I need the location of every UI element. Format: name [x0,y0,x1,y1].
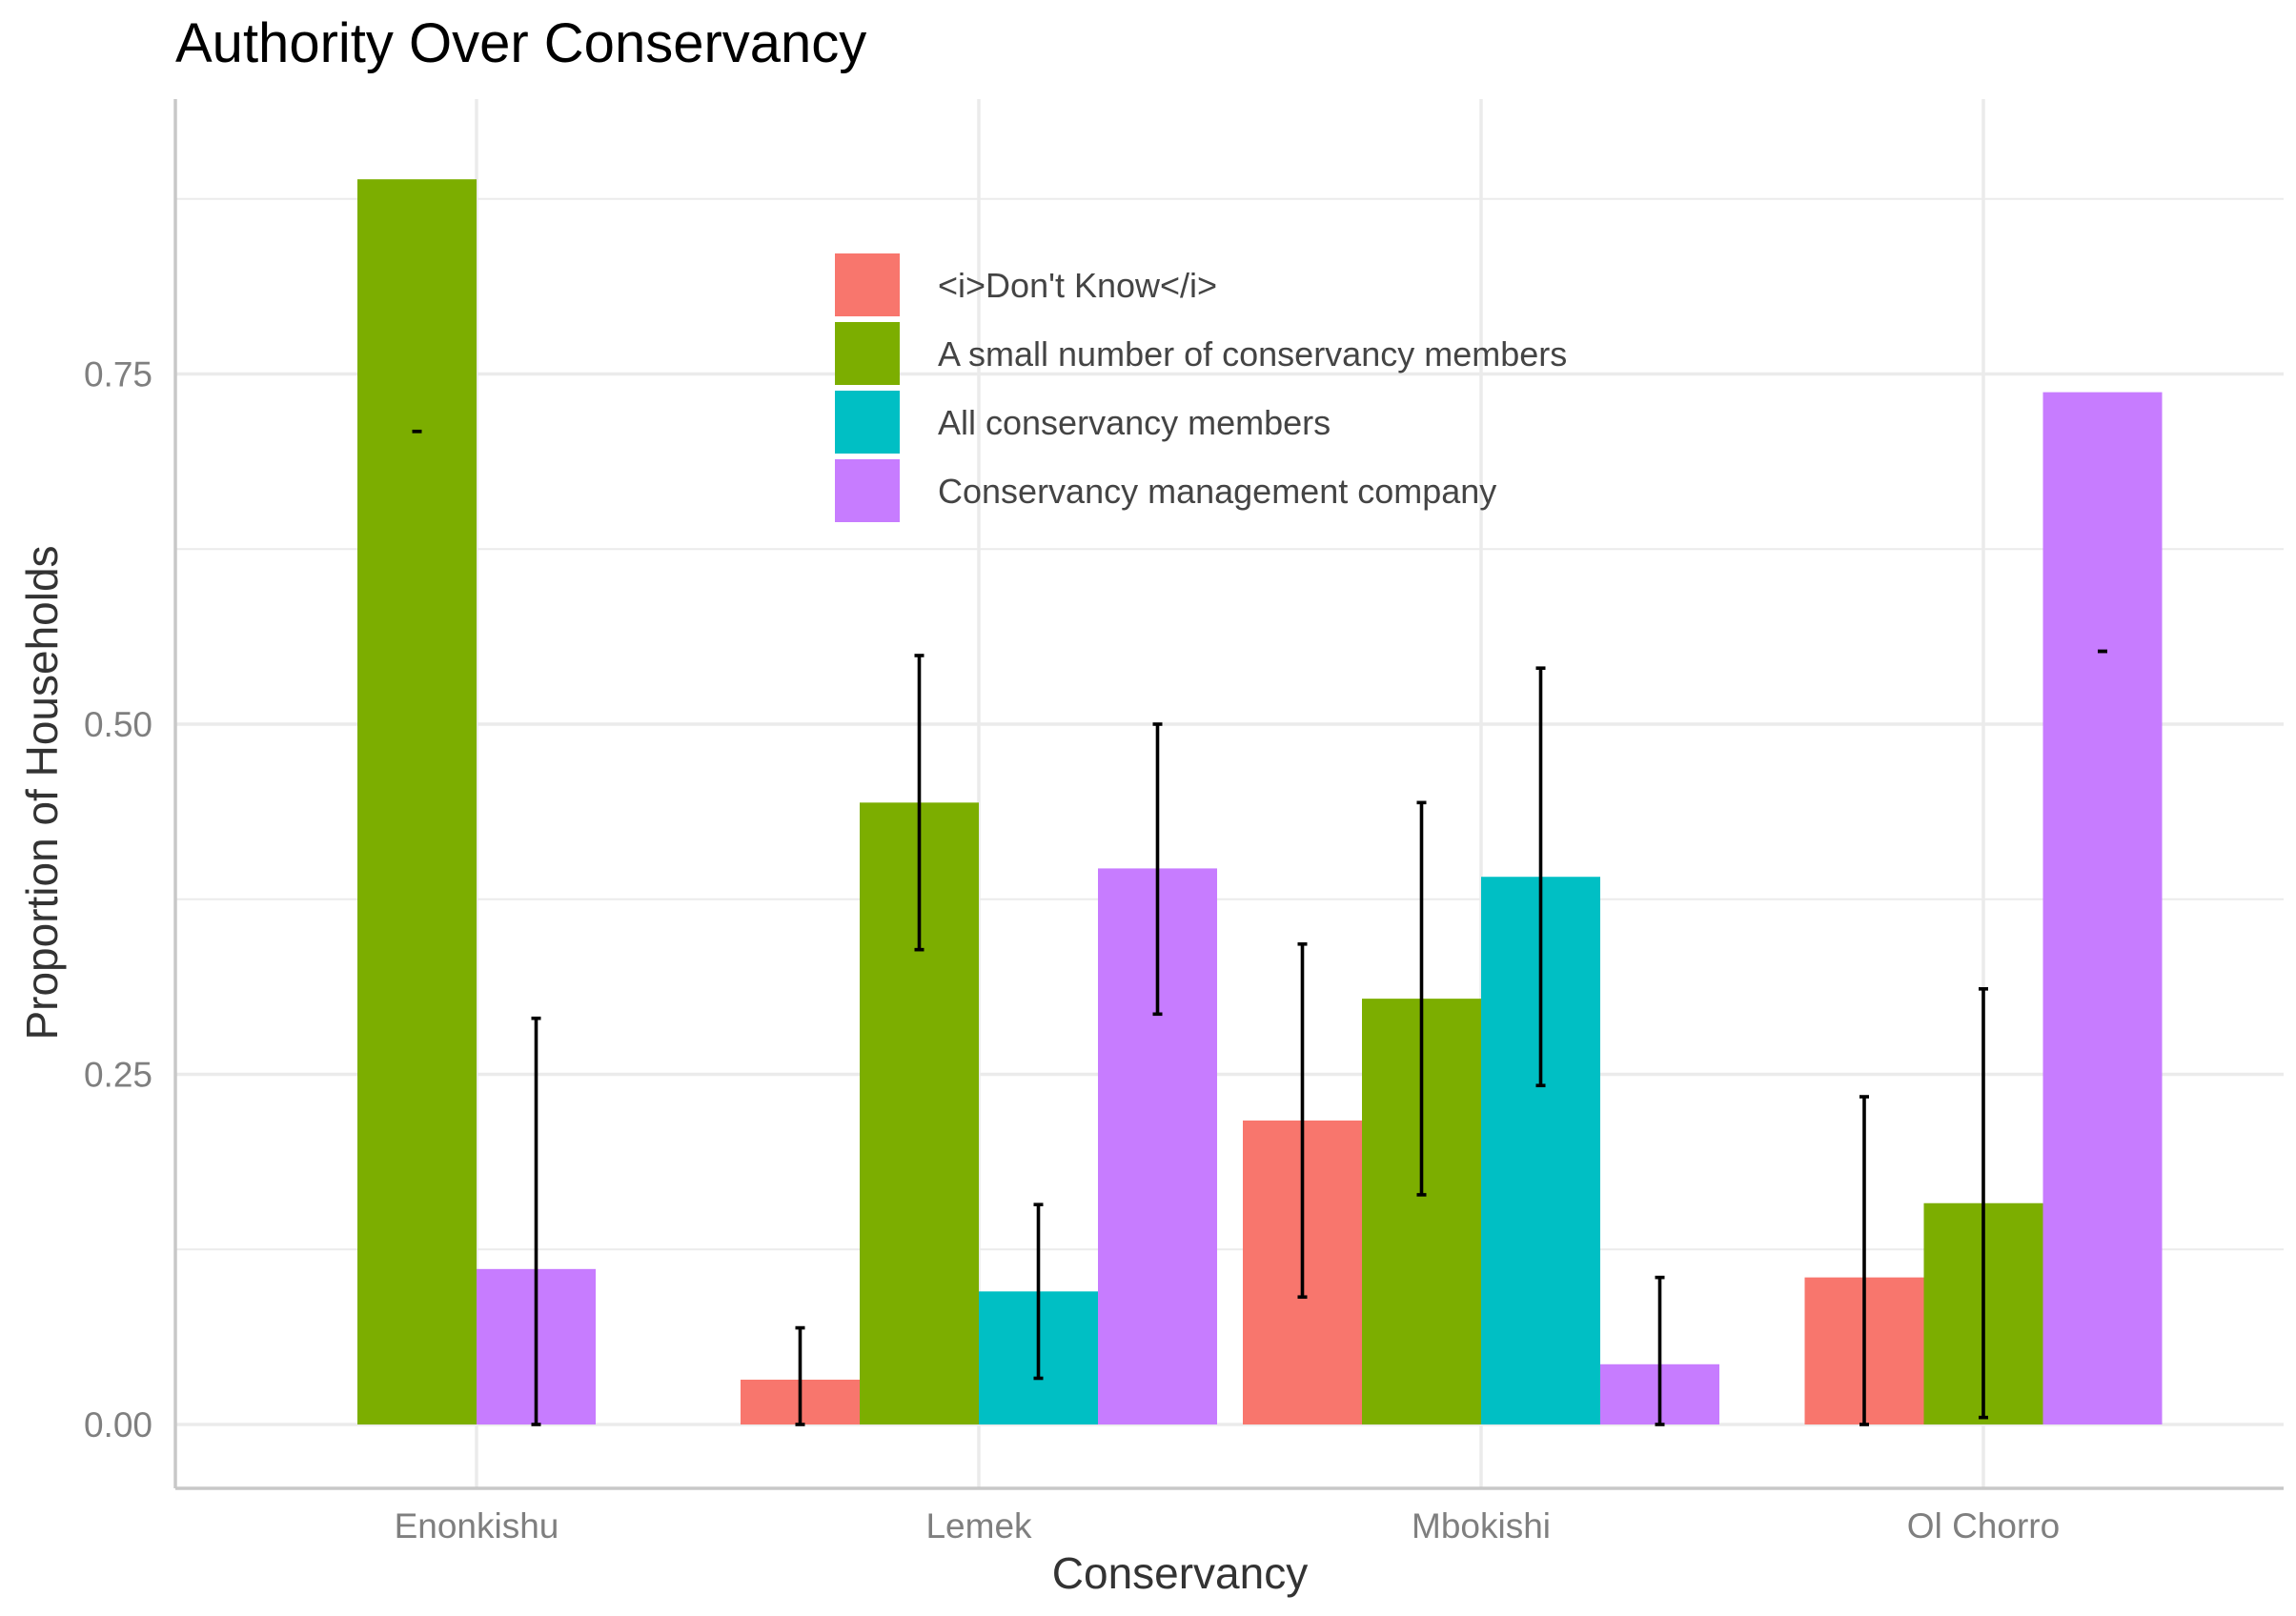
error-bar [1655,1275,1665,1426]
legend-item: A small number of conservancy members [835,322,1567,385]
legend: <i>Don't Know</i> A small number of conse… [835,253,1567,522]
error-bar [1152,722,1163,1017]
legend-item: All conservancy members [835,391,1331,454]
error-bar [1859,1095,1869,1426]
error-bar [914,654,924,952]
error-bar [1535,666,1546,1088]
x-tick-label: Ol Chorro [1907,1506,2060,1545]
legend-label: A small number of conservancy members [938,334,1567,374]
error-bar [1979,987,1988,1420]
y-tick-label: 0.75 [84,355,152,394]
error-bars [412,429,2107,1426]
legend-key [835,322,900,385]
bar [357,179,477,1424]
x-tick-label: Enonkishu [395,1506,559,1545]
y-tick-label: 0.25 [84,1056,152,1095]
error-bar [1297,941,1308,1300]
x-tick-label: Lemek [925,1506,1032,1545]
bar [2042,392,2163,1424]
legend-label: All conservancy members [938,403,1331,442]
legend-key [835,391,900,454]
error-bar [795,1325,805,1426]
error-bar [1416,800,1427,1197]
legend-key [835,253,900,316]
y-tick-label: 0.00 [84,1405,152,1444]
error-bar [531,1016,541,1426]
error-bar [1033,1202,1044,1381]
x-axis-title: Conservancy [1052,1548,1308,1598]
chart-title: Authority Over Conservancy [175,12,866,74]
legend-item: Conservancy management company [835,459,1496,522]
legend-key [835,459,900,522]
y-tick-label: 0.50 [84,705,152,744]
x-tick-label: Mbokishi [1412,1506,1551,1545]
y-axis-title: Proportion of Households [17,545,67,1040]
legend-label: Conservancy management company [938,472,1496,511]
bars [357,179,2163,1424]
axes: 0.00 0.25 0.50 0.75 Enonkishu Lemek Mbokishi Ol… [84,99,2284,1545]
legend-label: <i>Don't Know</i> [938,266,1217,305]
legend-item: <i>Don't Know</i> [835,253,1217,316]
